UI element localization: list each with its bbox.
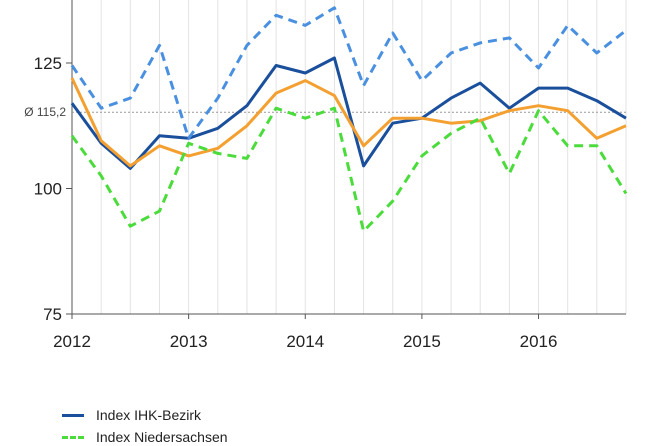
x-tick-label-2014: 2014 bbox=[286, 332, 324, 351]
x-tick-label-2015: 2015 bbox=[403, 332, 441, 351]
line-chart: Ø 115,2 75 100 125 2012 2013 2014 2015 2016 bbox=[24, 0, 628, 351]
series-line-0 bbox=[70, 56, 627, 170]
axes bbox=[66, 0, 626, 319]
tick-labels: 75 100 125 2012 2013 2014 2015 2016 bbox=[34, 54, 558, 351]
y-tick-label-75: 75 bbox=[43, 305, 62, 324]
series-group bbox=[70, 6, 628, 233]
x-tick-label-2012: 2012 bbox=[53, 332, 91, 351]
series-line-2 bbox=[70, 6, 627, 140]
series-line-3 bbox=[70, 106, 628, 233]
x-tick-label-2013: 2013 bbox=[170, 332, 208, 351]
y-tick-label-125: 125 bbox=[34, 54, 62, 73]
average-label: Ø 115,2 bbox=[24, 105, 66, 119]
y-tick-label-100: 100 bbox=[34, 180, 62, 199]
series-line-1 bbox=[70, 77, 627, 168]
x-tick-label-2016: 2016 bbox=[520, 332, 558, 351]
